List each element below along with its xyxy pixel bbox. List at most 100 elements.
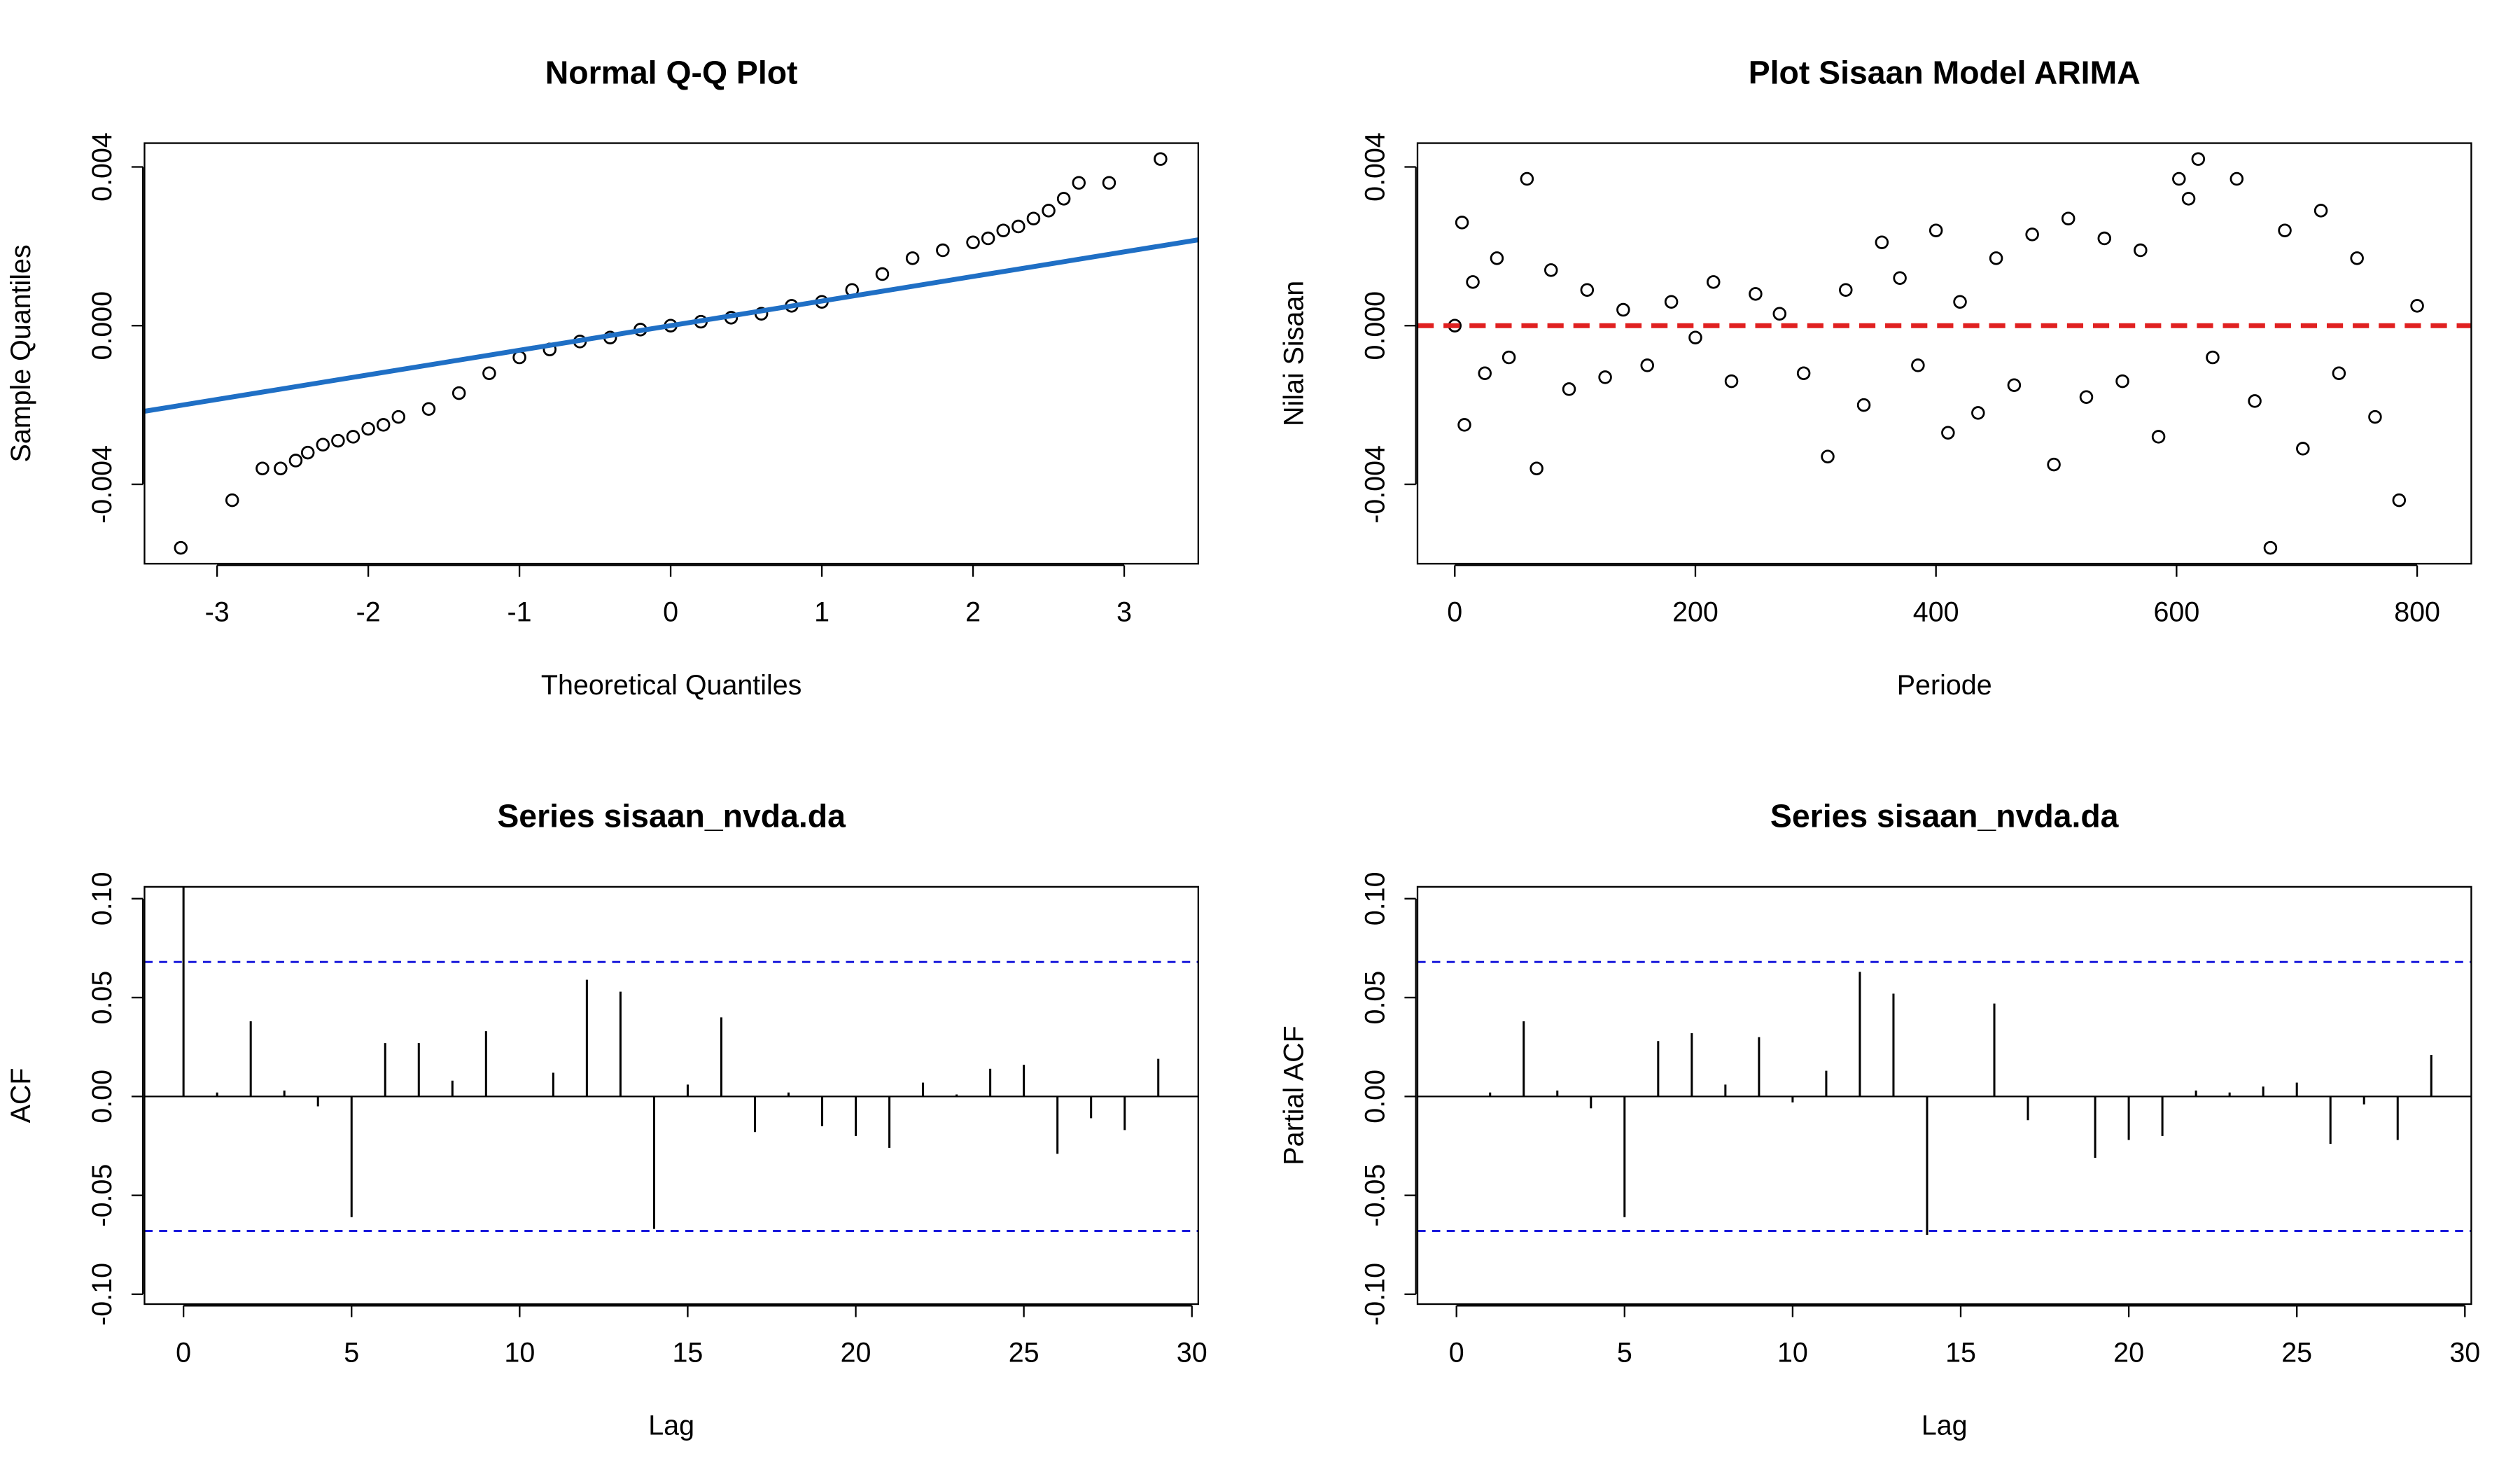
- point: [2206, 350, 2220, 365]
- point: [1616, 302, 1630, 317]
- point: [875, 267, 890, 281]
- x-tick-label: 5: [344, 1337, 359, 1368]
- point: [1056, 192, 1071, 206]
- point: [1928, 223, 1943, 237]
- point: [1875, 235, 1889, 249]
- x-tick-label: 25: [2281, 1337, 2312, 1368]
- point: [361, 421, 375, 436]
- point: [1598, 370, 1612, 384]
- point: [1796, 366, 1811, 380]
- y-tick-label: 0.05: [1359, 971, 1390, 1025]
- chart-title: Series sisaan_nvda.da: [1770, 798, 2120, 834]
- point: [1457, 418, 1471, 432]
- y-axis-label: Partial ACF: [1278, 1026, 1309, 1165]
- y-tick-label: 0.05: [87, 971, 118, 1025]
- point: [1530, 461, 1544, 476]
- panel: Series sisaan_nvda.da Lag ACF 0 5 10 15 20 25 30 -…: [6, 798, 1208, 1441]
- point: [981, 231, 995, 246]
- point: [1941, 426, 1955, 440]
- y-tick-label: -0.004: [1359, 445, 1390, 524]
- y-tick-label: -0.10: [87, 1263, 118, 1326]
- x-axis-label: Theoretical Quantiles: [541, 670, 802, 701]
- point: [1544, 263, 1558, 277]
- plot-area: [144, 152, 1198, 555]
- point: [2172, 172, 2186, 186]
- point: [2134, 243, 2148, 258]
- x-tick-label: -2: [356, 597, 381, 628]
- point: [346, 430, 360, 444]
- x-tick-label: 200: [1672, 597, 1718, 628]
- point: [2191, 152, 2206, 166]
- point: [1724, 374, 1739, 388]
- plot-area: [1418, 960, 2472, 1236]
- y-tick-label: 0.004: [1359, 132, 1390, 202]
- point: [1026, 211, 1041, 225]
- x-tick-label: 5: [1617, 1337, 1632, 1368]
- y-tick-label: 0.10: [87, 872, 118, 925]
- point: [451, 386, 466, 400]
- point: [1971, 406, 1985, 420]
- point: [1893, 271, 1907, 285]
- x-tick-label: 10: [504, 1337, 535, 1368]
- point: [300, 445, 315, 460]
- point: [2151, 430, 2166, 444]
- point: [1502, 350, 1516, 365]
- point: [2025, 227, 2039, 241]
- y-tick-label: 0.00: [87, 1070, 118, 1124]
- y-tick-label: 0.10: [1359, 872, 1390, 925]
- point: [2007, 378, 2022, 392]
- x-tick-label: 15: [673, 1337, 704, 1368]
- point: [225, 493, 239, 507]
- x-tick-label: 20: [841, 1337, 872, 1368]
- point: [1490, 251, 1504, 265]
- plot-area: [1418, 152, 2472, 555]
- panel: Plot Sisaan Model ARIMA Periode Nilai Sisa…: [1278, 54, 2472, 701]
- x-tick-label: 30: [2449, 1337, 2480, 1368]
- point: [1688, 330, 1702, 344]
- point: [174, 540, 188, 555]
- point: [1707, 275, 1721, 289]
- x-tick-label: 1: [814, 597, 830, 628]
- point: [331, 433, 345, 448]
- y-tick-label: 0.000: [1359, 291, 1390, 360]
- point: [905, 251, 920, 265]
- x-tick-label: 20: [2113, 1337, 2144, 1368]
- point: [2248, 394, 2262, 408]
- y-tick-label: -0.10: [1359, 1263, 1390, 1326]
- point: [274, 461, 288, 476]
- point: [1562, 382, 1576, 396]
- x-tick-label: -3: [205, 597, 230, 628]
- point: [2296, 442, 2310, 456]
- y-axis-label: Nilai Sisaan: [1278, 281, 1309, 426]
- x-axis-label: Lag: [1921, 1410, 1968, 1441]
- point: [2263, 540, 2278, 555]
- point: [1042, 204, 1056, 218]
- y-tick-label: -0.05: [1359, 1164, 1390, 1227]
- x-tick-label: 2: [965, 597, 981, 628]
- chart-title: Plot Sisaan Model ARIMA: [1749, 54, 2141, 90]
- point: [2350, 251, 2364, 265]
- point: [482, 366, 496, 380]
- point: [1478, 366, 1492, 380]
- y-tick-label: -0.004: [87, 445, 118, 524]
- point: [2181, 192, 2196, 206]
- plot-frame: [1416, 886, 2472, 1306]
- point: [2047, 457, 2061, 472]
- point: [936, 243, 950, 258]
- point: [2079, 390, 2094, 404]
- y-axis-label: Sample Quantiles: [6, 244, 36, 462]
- point: [966, 235, 980, 249]
- point: [1072, 176, 1086, 190]
- plot-frame: [144, 886, 1200, 1306]
- point: [288, 454, 303, 468]
- x-tick-label: 3: [1116, 597, 1132, 628]
- plot-area: [144, 886, 1198, 1232]
- x-axis-label: Periode: [1897, 670, 1992, 701]
- point: [1580, 283, 1595, 297]
- point: [391, 410, 406, 424]
- x-tick-label: 0: [1447, 597, 1462, 628]
- x-tick-label: 600: [2153, 597, 2199, 628]
- point: [2097, 231, 2112, 246]
- point: [2368, 410, 2382, 424]
